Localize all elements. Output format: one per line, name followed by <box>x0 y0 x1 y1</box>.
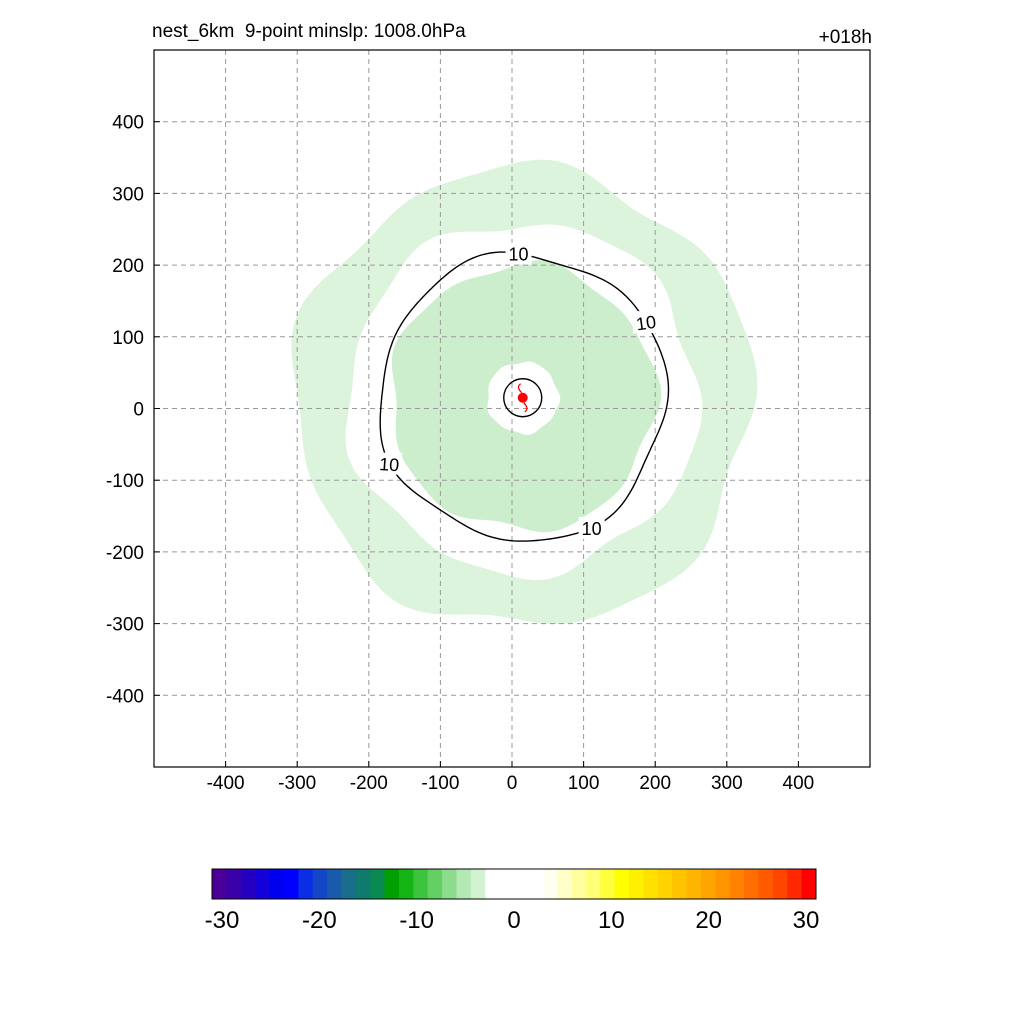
x-tick-label: -200 <box>350 773 388 794</box>
colorbar-swatch <box>456 869 472 899</box>
y-tick-label: 200 <box>112 256 144 277</box>
colorbar-swatch <box>269 869 285 899</box>
colorbar-tick-label: -30 <box>205 907 240 934</box>
contour-label: 10 <box>635 312 658 335</box>
storm-arm <box>523 402 528 413</box>
colorbar-swatch <box>212 869 227 899</box>
colorbar-swatch <box>585 869 601 899</box>
y-tick-label: -300 <box>106 615 144 636</box>
x-axis-ticks: -400 -300 -200 -100 0 100 200 300 400 <box>207 761 815 794</box>
colorbar-tick-label: 30 <box>793 907 820 934</box>
forecast-hour-label: +018h <box>818 27 872 48</box>
colorbar-tick-label: 20 <box>695 907 722 934</box>
colorbar-swatch <box>758 869 774 899</box>
colorbar: -30 -20 -10 0 10 20 30 <box>205 868 820 934</box>
colorbar-swatch <box>528 869 544 899</box>
y-tick-label: -100 <box>106 471 144 492</box>
filled-band-1 <box>391 260 662 533</box>
colorbar-swatch <box>427 869 443 899</box>
contour-label: 10 <box>582 519 602 539</box>
chart-title: nest_6km 9-point minslp: 1008.0hPa <box>152 21 466 42</box>
colorbar-swatch <box>772 869 788 899</box>
x-tick-label: 0 <box>507 773 518 794</box>
colorbar-swatch <box>442 869 457 899</box>
y-tick-label: 400 <box>112 113 144 134</box>
colorbar-swatch <box>672 869 688 899</box>
contour-line-core <box>503 378 543 418</box>
colorbar-swatch <box>355 869 371 899</box>
colorbar-swatch <box>600 869 616 899</box>
colorbar-swatch <box>327 869 342 899</box>
colorbar-swatch <box>240 869 256 899</box>
colorbar-swatch <box>298 869 314 899</box>
colorbar-swatch <box>571 869 587 899</box>
colorbar-swatch <box>629 869 644 899</box>
contour-label-bg <box>578 516 605 539</box>
colorbar-swatch <box>744 869 759 899</box>
colorbar-swatch <box>643 869 659 899</box>
x-tick-label: 100 <box>568 773 600 794</box>
contour-label-bg <box>376 452 403 475</box>
filled-contours <box>291 159 758 625</box>
contour-label: 10 <box>509 245 529 265</box>
colorbar-swatch <box>413 869 429 899</box>
colorbar-swatch <box>341 869 357 899</box>
colorbar-swatch <box>255 869 271 899</box>
plot-frame <box>153 49 871 768</box>
y-tick-label: 0 <box>133 400 144 421</box>
contour-label-bg <box>632 311 659 334</box>
colorbar-swatch <box>499 869 515 899</box>
y-tick-label: 300 <box>112 184 144 205</box>
contour-lines: 10 10 10 10 <box>376 242 670 542</box>
colorbar-swatch <box>370 869 386 899</box>
colorbar-tick-label: 10 <box>598 907 625 934</box>
y-tick-label: -400 <box>106 686 144 707</box>
colorbar-swatch <box>485 869 501 899</box>
colorbar-swatch <box>657 869 673 899</box>
colorbar-swatch <box>557 869 573 899</box>
colorbar-swatch <box>542 869 558 899</box>
colorbar-swatch <box>283 869 299 899</box>
colorbar-swatch <box>398 869 414 899</box>
colorbar-swatch <box>729 869 745 899</box>
y-tick-label: -200 <box>106 543 144 564</box>
storm-center-marker <box>517 392 528 403</box>
x-tick-label: 400 <box>783 773 815 794</box>
y-axis-ticks: -400 -300 -200 -100 0 100 200 300 400 <box>106 113 160 707</box>
filled-band-0 <box>291 159 758 625</box>
grid-lines <box>154 50 870 767</box>
colorbar-swatch <box>715 869 731 899</box>
colorbar-swatch <box>514 869 529 899</box>
contour-label: 10 <box>379 454 400 475</box>
x-tick-label: 300 <box>711 773 743 794</box>
x-tick-label: -300 <box>278 773 316 794</box>
colorbar-swatch <box>312 869 328 899</box>
storm-center-group <box>517 383 528 413</box>
colorbar-swatch <box>686 869 702 899</box>
colorbar-swatch <box>470 869 486 899</box>
colorbar-swatch <box>801 869 817 899</box>
colorbar-tick-label: 0 <box>507 907 520 934</box>
colorbar-swatch <box>384 869 400 899</box>
contour-label-bg <box>505 242 532 265</box>
colorbar-swatch <box>614 869 630 899</box>
x-tick-label: -400 <box>207 773 245 794</box>
colorbar-tick-label: -10 <box>399 907 434 934</box>
colorbar-swatch <box>700 869 716 899</box>
x-tick-label: -100 <box>421 773 459 794</box>
colorbar-tick-label: -20 <box>302 907 337 934</box>
x-tick-label: 200 <box>639 773 671 794</box>
colorbar-swatch <box>787 869 803 899</box>
colorbar-frame <box>211 868 817 900</box>
colorbar-swatch <box>226 869 242 899</box>
y-tick-label: 100 <box>112 328 144 349</box>
storm-arm <box>517 383 523 394</box>
